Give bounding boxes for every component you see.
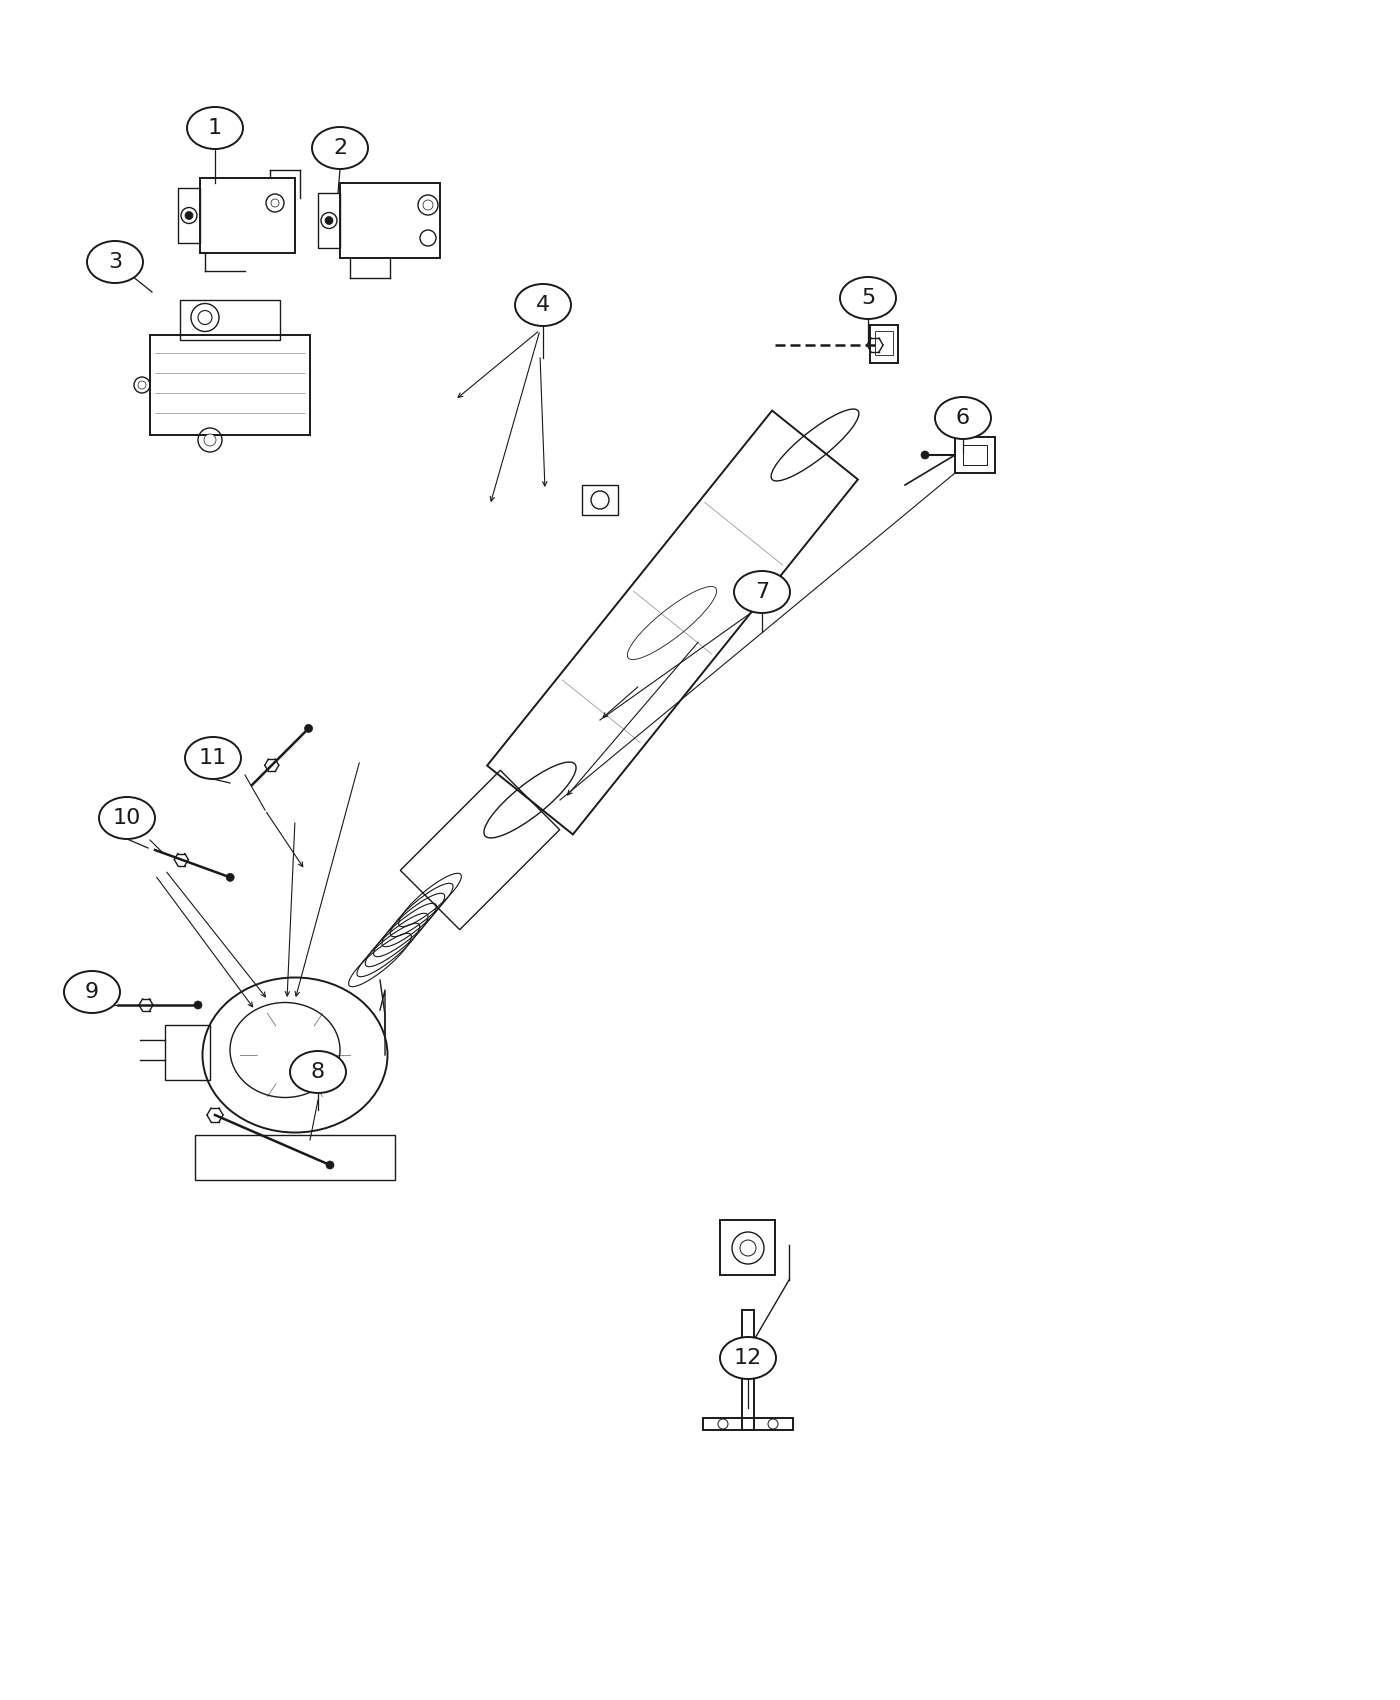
Text: 2: 2: [333, 138, 347, 158]
Circle shape: [921, 450, 930, 459]
Circle shape: [204, 434, 216, 445]
Ellipse shape: [188, 107, 244, 150]
Ellipse shape: [935, 398, 991, 439]
Text: 7: 7: [755, 581, 769, 602]
Ellipse shape: [99, 797, 155, 840]
Bar: [181, 299, 280, 340]
Bar: [875, 332, 893, 355]
Circle shape: [227, 874, 234, 881]
Circle shape: [185, 211, 193, 219]
Bar: [165, 1025, 210, 1080]
Bar: [178, 189, 200, 243]
Text: 8: 8: [311, 1062, 325, 1081]
Text: 3: 3: [108, 252, 122, 272]
Text: 4: 4: [536, 296, 550, 314]
Bar: [200, 178, 295, 253]
Text: 10: 10: [113, 808, 141, 828]
Ellipse shape: [515, 284, 571, 326]
Ellipse shape: [185, 738, 241, 779]
Text: 5: 5: [861, 287, 875, 308]
Circle shape: [305, 724, 312, 733]
Ellipse shape: [64, 971, 120, 1013]
Text: 12: 12: [734, 1348, 762, 1369]
Bar: [963, 445, 987, 466]
Bar: [582, 484, 617, 515]
Ellipse shape: [734, 571, 790, 614]
Ellipse shape: [87, 241, 143, 282]
Bar: [318, 194, 340, 248]
Bar: [195, 1136, 395, 1180]
Text: 11: 11: [199, 748, 227, 768]
Ellipse shape: [312, 128, 368, 168]
Circle shape: [326, 1161, 335, 1170]
Bar: [955, 437, 995, 473]
Bar: [150, 335, 309, 435]
Bar: [869, 325, 897, 364]
Bar: [742, 1311, 755, 1430]
Bar: [703, 1418, 792, 1430]
Text: 1: 1: [209, 117, 223, 138]
Ellipse shape: [290, 1051, 346, 1093]
Text: 6: 6: [956, 408, 970, 428]
Bar: [340, 184, 440, 258]
Circle shape: [325, 216, 333, 224]
Bar: [720, 1221, 776, 1275]
Text: 9: 9: [85, 983, 99, 1001]
Circle shape: [195, 1001, 202, 1010]
Ellipse shape: [840, 277, 896, 320]
Ellipse shape: [720, 1336, 776, 1379]
